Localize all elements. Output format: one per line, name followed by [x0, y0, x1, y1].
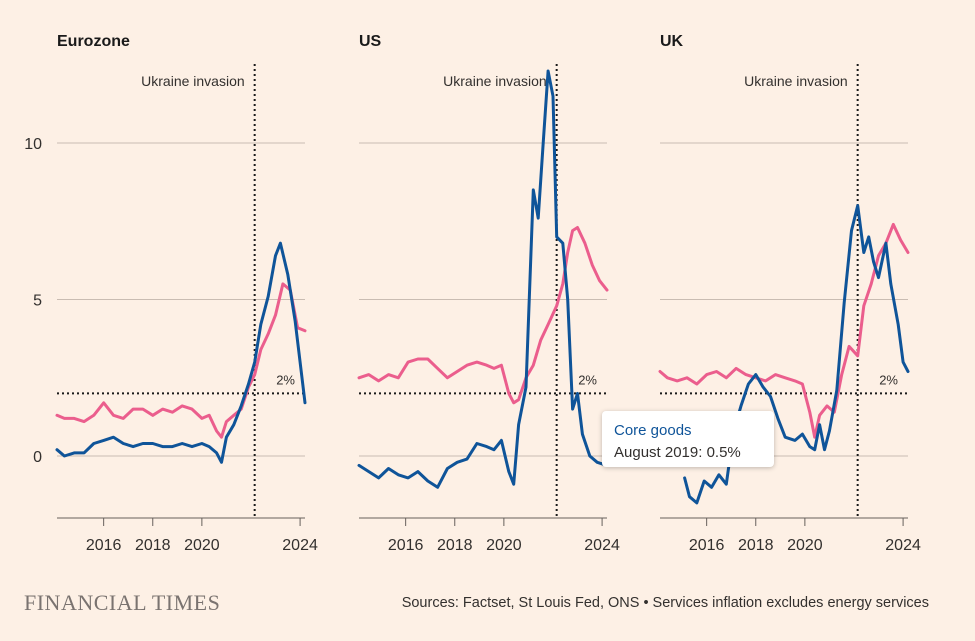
x-tick-label: 2020	[184, 537, 220, 554]
panel-title: Eurozone	[57, 33, 130, 50]
x-tick-label: 2016	[388, 537, 424, 554]
x-tick-label: 2020	[787, 537, 823, 554]
x-tick-label: 2024	[584, 537, 620, 554]
core-goods-line	[683, 204, 910, 505]
ukraine-invasion-label: Ukraine invasion	[443, 73, 547, 89]
target-label: 2%	[578, 372, 597, 387]
core-goods-line	[55, 241, 307, 464]
y-tick-label: 0	[33, 449, 42, 466]
x-tick-label: 2018	[437, 537, 473, 554]
target-label: 2%	[276, 372, 295, 387]
ukraine-invasion-label: Ukraine invasion	[141, 73, 245, 89]
x-tick-label: 2024	[885, 537, 921, 554]
services-line	[658, 222, 910, 439]
x-tick-label: 2020	[486, 537, 522, 554]
x-tick-label: 2016	[689, 537, 725, 554]
ukraine-invasion-label: Ukraine invasion	[744, 73, 848, 89]
services-line	[357, 226, 609, 405]
y-tick-label: 10	[24, 136, 42, 153]
x-tick-label: 2016	[86, 537, 122, 554]
tooltip: Core goods August 2019: 0.5%	[602, 411, 774, 467]
core-goods-line	[357, 69, 609, 489]
x-tick-label: 2024	[282, 537, 318, 554]
tooltip-series: Core goods	[614, 422, 692, 439]
panel-title: US	[359, 33, 382, 50]
x-tick-label: 2018	[738, 537, 774, 554]
x-tick-label: 2018	[135, 537, 171, 554]
services-line	[55, 282, 307, 439]
target-label: 2%	[879, 372, 898, 387]
source-note: Sources: Factset, St Louis Fed, ONS • Se…	[401, 595, 929, 611]
ft-logo: FINANCIAL TIMES	[24, 590, 221, 615]
tooltip-value: August 2019: 0.5%	[614, 444, 741, 461]
y-tick-label: 5	[33, 293, 42, 310]
panel-title: UK	[660, 33, 684, 50]
